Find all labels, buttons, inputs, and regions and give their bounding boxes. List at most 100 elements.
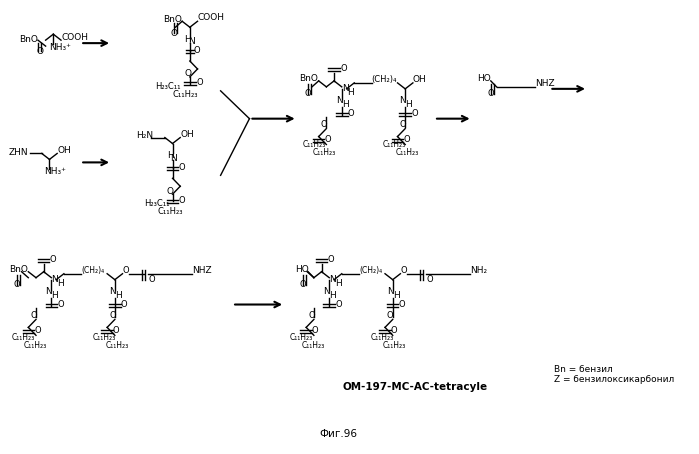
Text: O: O	[398, 300, 405, 309]
Text: NH₃⁺: NH₃⁺	[44, 167, 66, 176]
Text: N: N	[336, 96, 343, 105]
Text: O: O	[399, 120, 406, 129]
Text: O: O	[36, 47, 43, 55]
Text: H: H	[52, 291, 58, 300]
Text: O: O	[308, 311, 315, 320]
Text: O: O	[30, 311, 37, 320]
Text: O: O	[299, 280, 306, 289]
Text: Фиг.96: Фиг.96	[319, 429, 357, 439]
Text: N: N	[342, 84, 349, 94]
Text: O: O	[412, 109, 419, 118]
Text: N: N	[171, 154, 178, 163]
Text: COOH: COOH	[198, 13, 224, 22]
Text: O: O	[184, 69, 191, 79]
Text: C₁₁H₂₃: C₁₁H₂₃	[173, 90, 198, 99]
Text: O: O	[426, 275, 433, 284]
Text: NHZ: NHZ	[192, 266, 211, 275]
Text: Z = бензилоксикарбонил: Z = бензилоксикарбонил	[554, 375, 675, 384]
Text: C₁₁H₂₃: C₁₁H₂₃	[157, 207, 182, 216]
Text: OH: OH	[57, 146, 71, 155]
Text: H: H	[329, 291, 336, 300]
Text: O: O	[312, 326, 319, 335]
Text: COOH: COOH	[61, 33, 88, 42]
Text: N: N	[45, 287, 52, 296]
Text: BnO: BnO	[299, 74, 318, 84]
Text: O: O	[121, 300, 127, 309]
Text: BnO: BnO	[19, 35, 38, 44]
Text: C₁₁H₂₃: C₁₁H₂₃	[383, 140, 406, 149]
Text: O: O	[50, 255, 56, 264]
Text: H: H	[167, 151, 173, 160]
Text: C₁₁H₂₃: C₁₁H₂₃	[370, 333, 394, 342]
Text: C₁₁H₂₃: C₁₁H₂₃	[313, 148, 336, 157]
Text: O: O	[391, 326, 398, 335]
Text: NH₃⁺: NH₃⁺	[50, 43, 71, 52]
Text: ZHN: ZHN	[9, 148, 29, 157]
Text: N: N	[188, 37, 194, 46]
Text: C₁₁H₂₃: C₁₁H₂₃	[396, 148, 419, 157]
Text: H: H	[342, 100, 349, 109]
Text: C₁₁H₂₃: C₁₁H₂₃	[106, 341, 129, 350]
Text: C₁₁H₂₃: C₁₁H₂₃	[290, 333, 313, 342]
Text: H₂₃C₁₁: H₂₃C₁₁	[155, 82, 181, 91]
Text: H: H	[393, 291, 399, 300]
Text: H₂₃C₁₁: H₂₃C₁₁	[144, 199, 169, 207]
Text: O: O	[196, 79, 203, 87]
Text: O: O	[387, 311, 394, 320]
Text: O: O	[304, 89, 311, 99]
Text: O: O	[335, 300, 342, 309]
Text: NH₂: NH₂	[470, 266, 487, 275]
Text: O: O	[488, 89, 494, 99]
Text: O: O	[167, 187, 174, 196]
Text: BnO: BnO	[9, 265, 28, 274]
Text: O: O	[341, 64, 347, 74]
Text: OH: OH	[180, 130, 194, 139]
Text: C₁₁H₂₃: C₁₁H₂₃	[93, 333, 116, 342]
Text: N: N	[109, 287, 116, 296]
Text: O: O	[14, 280, 20, 289]
Text: C₁₁H₂₃: C₁₁H₂₃	[303, 140, 326, 149]
Text: N: N	[399, 96, 406, 105]
Text: H: H	[405, 100, 412, 109]
Text: O: O	[324, 135, 331, 144]
Text: C₁₁H₂₃: C₁₁H₂₃	[383, 341, 406, 350]
Text: O: O	[178, 163, 185, 172]
Text: O: O	[109, 311, 116, 320]
Text: O: O	[327, 255, 334, 264]
Text: C₁₁H₂₃: C₁₁H₂₃	[24, 341, 47, 350]
Text: (CH₂)₄: (CH₂)₄	[359, 266, 382, 275]
Text: H: H	[347, 89, 354, 97]
Text: C₁₁H₂₃: C₁₁H₂₃	[301, 341, 324, 350]
Text: O: O	[34, 326, 41, 335]
Text: N: N	[387, 287, 394, 296]
Text: H: H	[335, 279, 342, 288]
Text: O: O	[194, 45, 201, 54]
Text: O: O	[171, 29, 178, 38]
Text: O: O	[57, 300, 64, 309]
Text: O: O	[178, 196, 185, 205]
Text: H₂N: H₂N	[136, 131, 153, 140]
Text: O: O	[403, 135, 410, 144]
Text: Bn = бензил: Bn = бензил	[554, 365, 613, 374]
Text: H: H	[57, 279, 64, 288]
Text: N: N	[52, 275, 58, 284]
Text: (CH₂)₄: (CH₂)₄	[372, 75, 397, 84]
Text: O: O	[321, 120, 327, 129]
Text: O: O	[401, 266, 407, 275]
Text: O: O	[113, 326, 120, 335]
Text: C₁₁H₂₃: C₁₁H₂₃	[12, 333, 35, 342]
Text: HO: HO	[477, 74, 491, 84]
Text: O: O	[148, 275, 155, 284]
Text: BnO: BnO	[163, 15, 182, 24]
Text: HO: HO	[295, 265, 308, 274]
Text: O: O	[347, 109, 354, 118]
Text: OH: OH	[413, 75, 426, 84]
Text: H: H	[115, 291, 122, 300]
Text: N: N	[324, 287, 330, 296]
Text: N: N	[329, 275, 336, 284]
Text: (CH₂)₄: (CH₂)₄	[81, 266, 104, 275]
Text: O: O	[122, 266, 129, 275]
Text: OM-197-MC-AC-tetracyle: OM-197-MC-AC-tetracyle	[343, 382, 487, 392]
Text: NHZ: NHZ	[535, 79, 554, 89]
Text: H: H	[184, 35, 191, 44]
